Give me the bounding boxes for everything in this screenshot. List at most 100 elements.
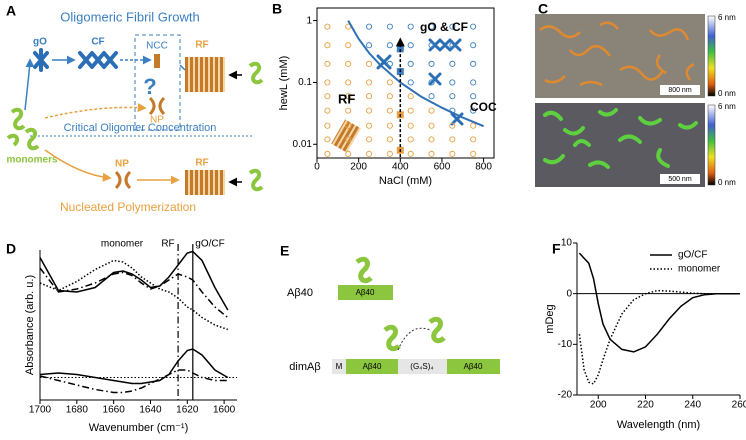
box-label: (G₄S)₄ [410,362,433,371]
series-label: RF [161,239,174,250]
point [470,122,477,129]
color-bar [707,15,716,97]
point [407,93,414,100]
arrow [44,149,112,182]
y-axis-label: hewL (mM) [278,56,290,111]
color-bar-min: 0 nm [718,89,736,98]
point [324,136,331,143]
x-tick-label: 200 [590,400,607,411]
series-line [39,267,229,319]
point [324,150,331,157]
y-tick-label: 0 [566,288,572,299]
point [428,60,435,67]
scale-bar-label: 800 nm [668,87,692,94]
point [407,150,414,157]
y-axis-label: Absorbance (arb. u.) [24,275,36,375]
point [428,42,435,49]
point [428,136,435,143]
panel-label: B [272,1,282,17]
point [470,79,477,86]
sequence-box [346,359,398,374]
color-bar-min: 0 nm [718,178,736,187]
scale-bar-bg [660,174,700,184]
color-bar-max: 6 nm [718,102,736,111]
panel-b-icons [331,38,464,153]
y-tick-label: 0.01 [293,139,313,150]
point [324,79,331,86]
point [386,122,393,129]
go-label: gO [33,37,47,48]
dashed-box [134,34,181,131]
x-tick-label: 260 [732,400,746,411]
point [407,107,414,114]
panel-e: E Aβ40 Aβ40 dimAβ M Aβ40 (G₄S)₄ Aβ40 [280,243,500,374]
point [407,79,414,86]
x-tick-label: 600 [434,162,451,173]
point [386,42,393,49]
scale-bar-label: 500 nm [668,176,692,183]
x-tick-label: 800 [475,162,492,173]
series-line [39,250,229,311]
point [407,42,414,49]
x-tick-label: 240 [684,400,701,411]
point [324,93,331,100]
point [428,122,435,129]
ncc-label: NCC [146,41,168,52]
point [470,60,477,67]
fibrils [539,21,695,87]
y-tick-label: -10 [558,339,573,350]
point [470,42,477,49]
cf-label: CF [91,37,104,48]
point [324,42,331,49]
point [324,60,331,67]
x-axis-label: Wavenumber (cm⁻¹) [89,422,189,434]
point [428,79,435,86]
point [386,23,393,30]
point [449,60,456,67]
point [366,23,373,30]
x-tick-label: 1640 [139,405,162,416]
point [386,93,393,100]
point [366,107,373,114]
point [386,136,393,143]
np-label: NP [115,159,129,170]
point [366,150,373,157]
coc-label: Critical Oligomer Concentration [64,122,217,134]
point [449,79,456,86]
box-label: M [336,362,343,371]
panel-label: F [552,241,561,257]
point [470,93,477,100]
monomer-icon [248,61,264,85]
point [386,79,393,86]
arrow [24,58,35,111]
row-label: dimAβ [289,361,320,373]
point [366,79,373,86]
point [345,136,352,143]
point [324,23,331,30]
legend-label: gO/CF [678,250,707,261]
afm-image [535,14,705,98]
x-tick-label: 400 [392,162,409,173]
rf-icon [185,57,225,92]
y-tick-label: 1 [306,15,312,26]
sequence-box [398,359,447,374]
panel-label: E [280,243,289,259]
point [449,42,456,49]
diagram-subtitle: Nucleated Polymerization [60,200,196,214]
question-mark: ? [143,74,156,99]
rf-icon [185,170,225,195]
point [407,60,414,67]
x-tick-label: 1600 [213,405,236,416]
diagram-title: Oligomeric Fibril Growth [60,9,199,24]
panel-label: A [6,3,16,19]
x-axis-label: Wavelength (nm) [617,419,700,431]
series-label: gO & CF [420,20,468,34]
fibril-icons [33,48,118,72]
np-icon [114,170,132,190]
point [345,60,352,67]
monomer-icon [248,168,264,192]
series-line [578,289,740,385]
series-line [39,259,229,331]
linker-icon [397,327,431,351]
y-axis-label: mDeg [544,304,556,333]
